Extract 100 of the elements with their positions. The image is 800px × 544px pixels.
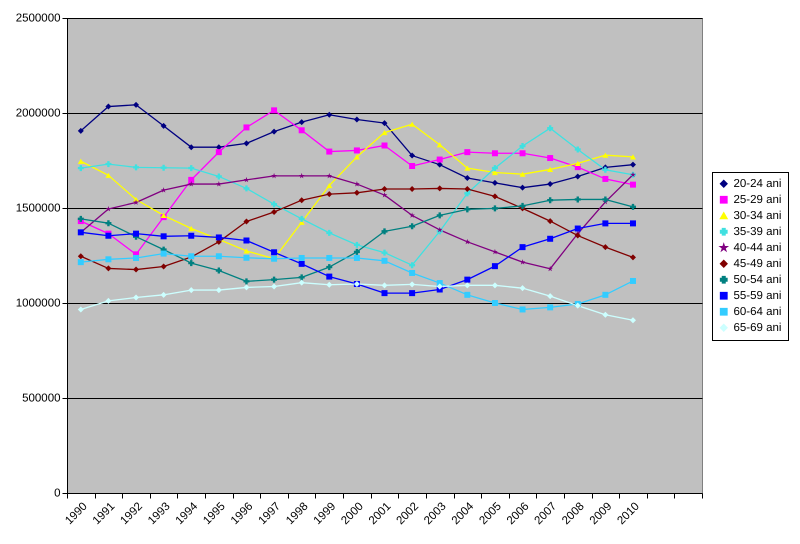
point (160, 233, 167, 240)
point (133, 102, 140, 108)
point (492, 150, 498, 156)
point (216, 173, 222, 180)
point (243, 218, 250, 224)
point (602, 220, 608, 226)
point (298, 216, 305, 222)
point (133, 294, 140, 300)
point (243, 278, 250, 284)
point (243, 140, 250, 146)
legend-label: 50-54 ani (734, 274, 782, 286)
point (409, 290, 416, 296)
point (602, 292, 608, 298)
point (160, 164, 167, 171)
legend-label: 30-34 ani (734, 210, 782, 222)
point (492, 180, 498, 186)
point (492, 300, 498, 306)
point (547, 218, 554, 224)
point (160, 264, 167, 270)
legend-label: 45-49 ani (734, 258, 782, 270)
point (105, 265, 112, 272)
y-tick-label: 2000000 (16, 108, 60, 120)
point (354, 116, 360, 122)
point (602, 152, 608, 158)
point (271, 107, 278, 114)
point (409, 262, 416, 268)
point (78, 253, 84, 260)
point (271, 172, 277, 178)
y-tick-label: 1000000 (16, 298, 60, 310)
point (298, 274, 305, 280)
point (547, 125, 554, 132)
point (382, 290, 388, 296)
point (630, 204, 636, 210)
legend-label: 55-59 ani (734, 290, 782, 302)
point (188, 176, 194, 183)
point (409, 270, 416, 276)
point (133, 266, 140, 273)
point (243, 237, 250, 244)
point (216, 234, 222, 240)
point (105, 172, 112, 178)
point (520, 143, 526, 150)
point (243, 185, 250, 192)
point (574, 226, 581, 232)
point (78, 306, 84, 312)
y-tick-label: 2500000 (16, 12, 60, 24)
point (298, 280, 305, 286)
point (602, 196, 608, 202)
point (298, 127, 305, 134)
point (464, 174, 470, 181)
point (382, 192, 388, 198)
point (105, 104, 112, 110)
point (602, 176, 608, 182)
point (354, 254, 360, 261)
point (271, 208, 278, 215)
point (271, 249, 278, 256)
point (298, 197, 305, 204)
point (326, 230, 332, 236)
point (298, 172, 305, 178)
point (382, 186, 388, 192)
point (298, 119, 305, 126)
point (547, 181, 554, 188)
point (326, 274, 332, 280)
point (409, 163, 416, 170)
point (436, 212, 443, 218)
point (382, 142, 388, 148)
point (271, 283, 278, 290)
point (547, 236, 554, 242)
point (602, 166, 608, 173)
point (78, 216, 84, 222)
point (188, 144, 194, 150)
point (133, 230, 140, 237)
point (436, 185, 443, 192)
point (354, 248, 360, 255)
point (464, 149, 470, 156)
point (409, 212, 415, 218)
point (382, 228, 388, 234)
point (78, 165, 84, 172)
point (464, 166, 470, 171)
point (105, 161, 112, 168)
y-tick-label: 0 (54, 488, 60, 500)
point (574, 146, 581, 152)
point (547, 166, 554, 172)
point (160, 250, 167, 257)
point (409, 122, 416, 127)
point (354, 147, 360, 154)
point (520, 150, 526, 156)
point (382, 120, 388, 126)
point (464, 186, 470, 192)
point (382, 250, 388, 256)
point (133, 199, 139, 205)
point (160, 122, 167, 129)
point (216, 268, 222, 274)
point (409, 152, 416, 159)
y-tick-label: 500000 (22, 392, 60, 404)
point (382, 282, 388, 288)
point (216, 253, 222, 260)
point (520, 244, 526, 250)
point (271, 128, 278, 135)
point (326, 112, 332, 118)
point (630, 278, 636, 284)
